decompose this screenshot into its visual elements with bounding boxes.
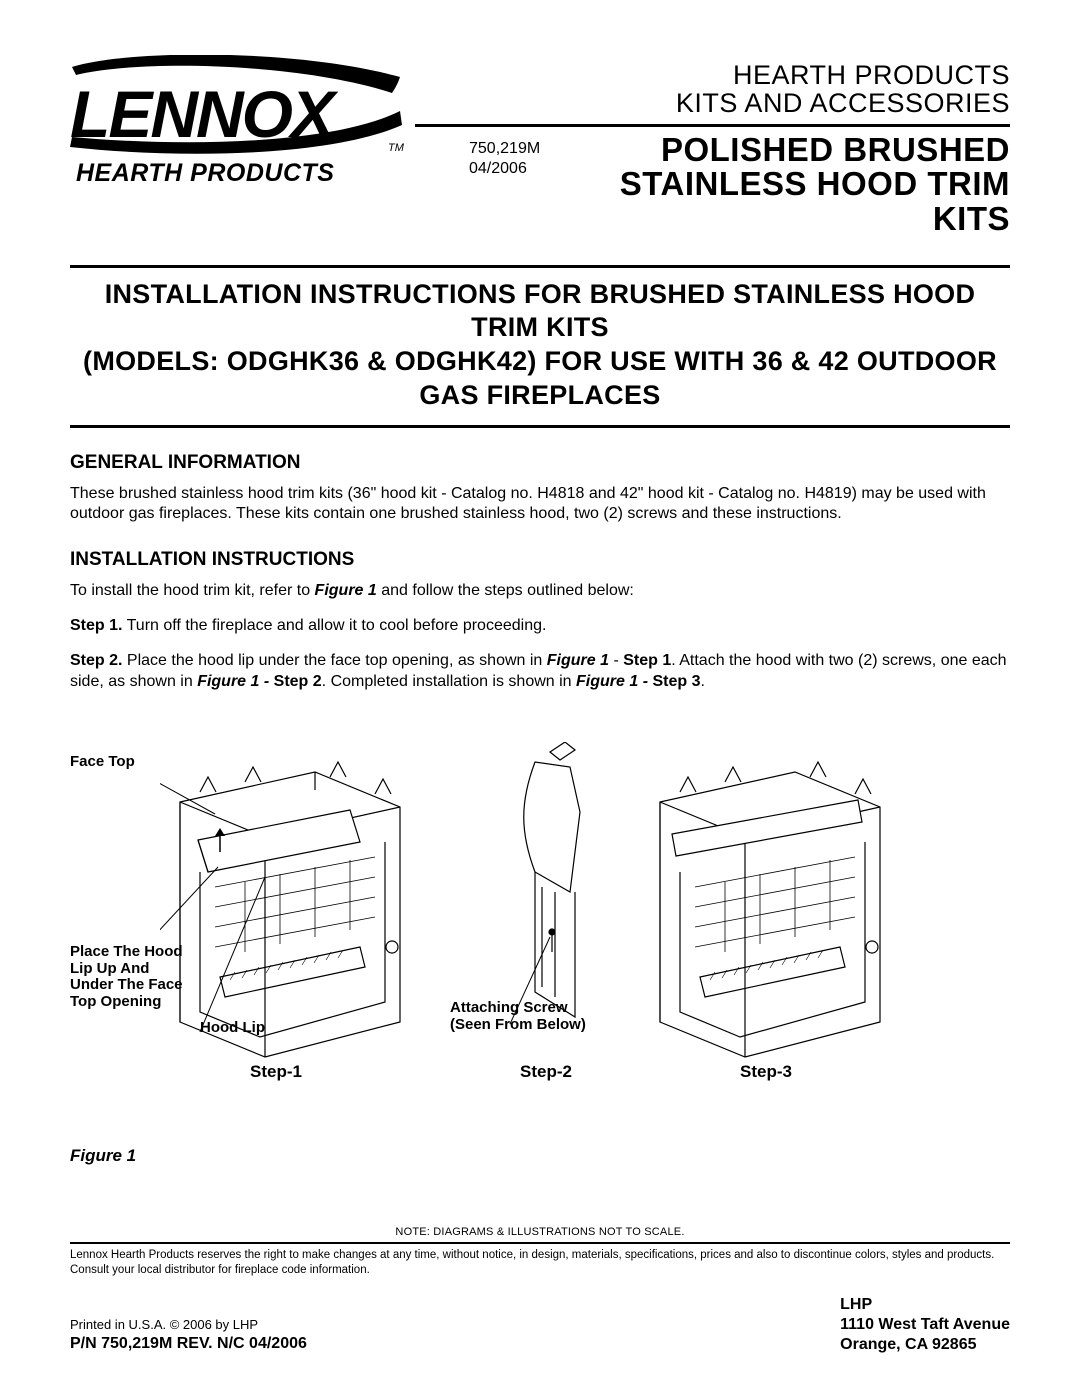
figure-label: Figure 1	[70, 1146, 1010, 1166]
footer-left: Printed in U.S.A. © 2006 by LHP P/N 750,…	[70, 1316, 307, 1355]
header-right: HEARTH PRODUCTS KITS AND ACCESSORIES 750…	[415, 55, 1010, 237]
addr-city: Orange, CA 92865	[840, 1336, 976, 1353]
footer-rule	[70, 1242, 1010, 1244]
diagram-step-1	[160, 722, 410, 1062]
install-step1: Step 1. Turn off the fireplace and allow…	[70, 616, 1010, 637]
header-codes: 750,219M 04/2006	[415, 133, 540, 179]
part-number: P/N 750,219M REV. N/C 04/2006	[70, 1335, 307, 1352]
lennox-logo: LENNOX TM	[70, 55, 410, 155]
header-category: HEARTH PRODUCTS KITS AND ACCESSORIES	[415, 61, 1010, 118]
section-general-body: These brushed stainless hood trim kits (…	[70, 484, 1010, 526]
section-install-body: To install the hood trim kit, refer to F…	[70, 581, 1010, 692]
install-intro: To install the hood trim kit, refer to F…	[70, 581, 1010, 602]
main-title: INSTALLATION INSTRUCTIONS FOR BRUSHED ST…	[70, 278, 1010, 413]
main-title-l1: INSTALLATION INSTRUCTIONS FOR BRUSHED ST…	[105, 279, 976, 343]
callout-face-top: Face Top	[70, 754, 135, 771]
header: LENNOX TM HEARTH PRODUCTS HEARTH PRODUCT…	[70, 55, 1010, 237]
step-2-label: Step-2	[520, 1062, 572, 1082]
doc-date: 04/2006	[469, 160, 527, 177]
svg-text:TM: TM	[388, 142, 405, 154]
logo-subline: HEARTH PRODUCTS	[76, 159, 415, 188]
diagram-step-3	[640, 722, 890, 1062]
main-title-block: INSTALLATION INSTRUCTIONS FOR BRUSHED ST…	[70, 265, 1010, 428]
header-cat-1: HEARTH PRODUCTS	[733, 60, 1010, 90]
callout-hood-lip: Hood Lip	[200, 1020, 265, 1037]
product-title: POLISHED BRUSHED STAINLESS HOOD TRIM KIT…	[540, 133, 1010, 237]
product-title-2: STAINLESS HOOD TRIM KITS	[620, 165, 1010, 237]
disclaimer: Lennox Hearth Products reserves the righ…	[70, 1248, 1010, 1277]
printed-line: Printed in U.S.A. © 2006 by LHP	[70, 1317, 258, 1332]
footer: NOTE: DIAGRAMS & ILLUSTRATIONS NOT TO SC…	[70, 1226, 1010, 1355]
callout-place-hood: Place The Hood Lip Up And Under The Face…	[70, 944, 183, 1010]
product-title-1: POLISHED BRUSHED	[661, 131, 1010, 168]
callout-attaching-screw: Attaching Screw (Seen From Below)	[450, 1000, 586, 1033]
header-rule	[415, 124, 1010, 127]
footer-row: Printed in U.S.A. © 2006 by LHP P/N 750,…	[70, 1295, 1010, 1355]
figure-1-area: Face Top Place The Hood Lip Up And Under…	[70, 722, 1010, 1142]
diagram-step-2	[480, 742, 610, 1042]
section-install-heading: INSTALLATION INSTRUCTIONS	[70, 549, 1010, 571]
addr-company: LHP	[840, 1296, 872, 1313]
addr-street: 1110 West Taft Avenue	[840, 1316, 1010, 1333]
general-paragraph: These brushed stainless hood trim kits (…	[70, 484, 1010, 526]
page: LENNOX TM HEARTH PRODUCTS HEARTH PRODUCT…	[0, 0, 1080, 1397]
step-1-label: Step-1	[250, 1062, 302, 1082]
logo-block: LENNOX TM HEARTH PRODUCTS	[70, 55, 415, 188]
note-scale: NOTE: DIAGRAMS & ILLUSTRATIONS NOT TO SC…	[70, 1226, 1010, 1238]
doc-number: 750,219M	[469, 140, 540, 157]
main-title-l2: (MODELS: ODGHK36 & ODGHK42) FOR USE WITH…	[83, 346, 997, 410]
step-3-label: Step-3	[740, 1062, 792, 1082]
header-cat-2: KITS AND ACCESSORIES	[676, 88, 1010, 118]
install-step2: Step 2. Place the hood lip under the fac…	[70, 651, 1010, 693]
footer-address: LHP 1110 West Taft Avenue Orange, CA 928…	[840, 1295, 1010, 1355]
header-row2: 750,219M 04/2006 POLISHED BRUSHED STAINL…	[415, 133, 1010, 237]
section-general-heading: GENERAL INFORMATION	[70, 452, 1010, 474]
